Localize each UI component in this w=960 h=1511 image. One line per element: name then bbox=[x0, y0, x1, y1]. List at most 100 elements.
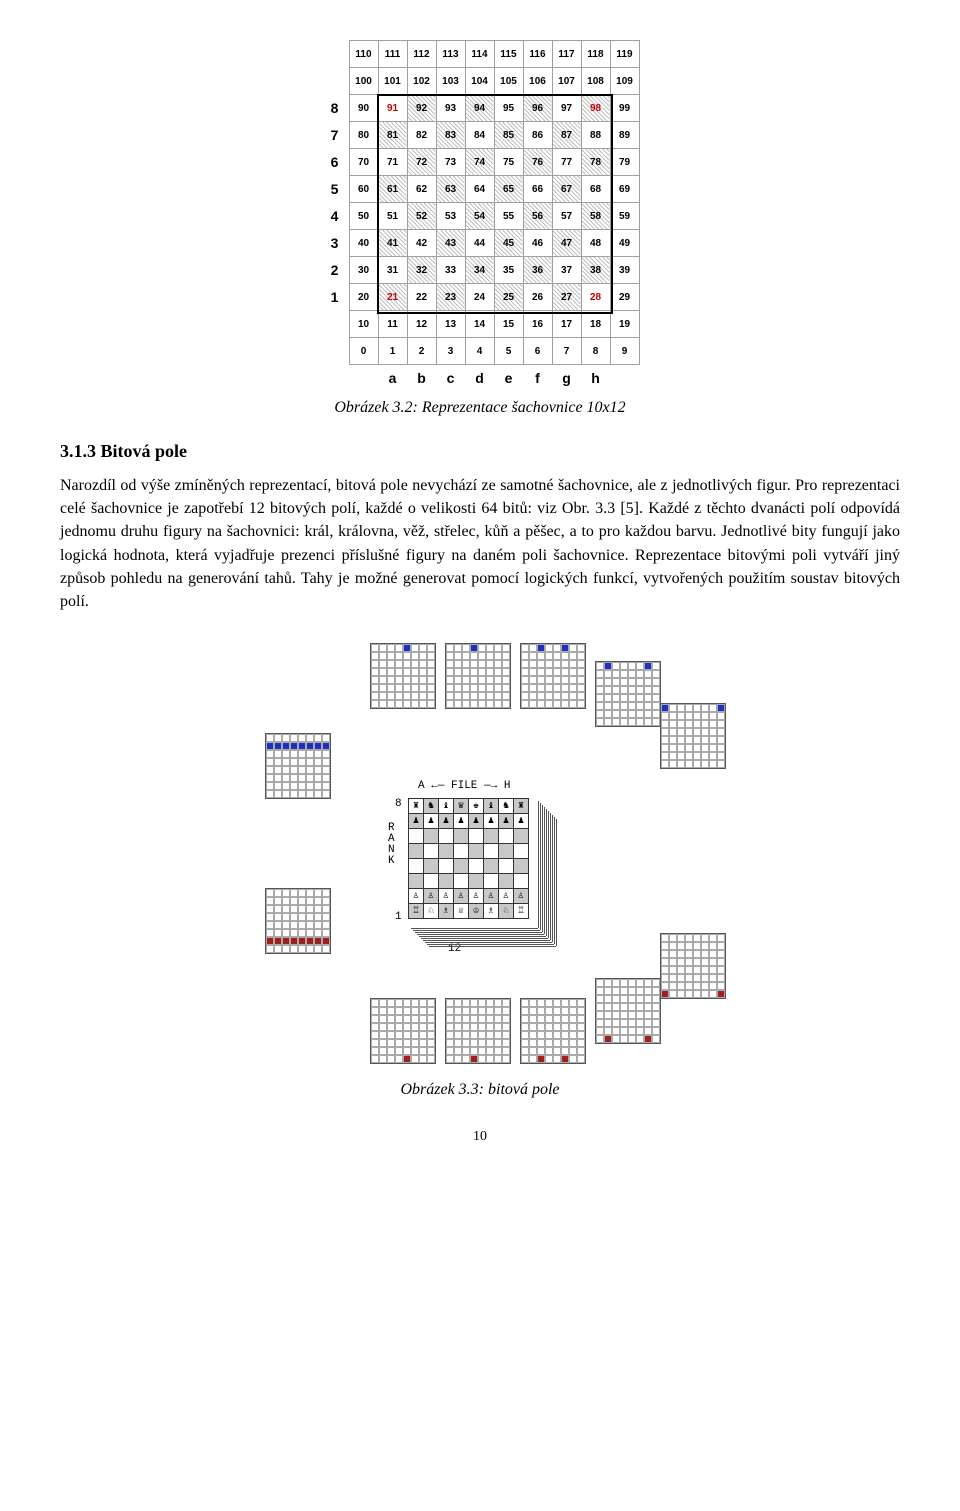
rank-label: 1 bbox=[321, 284, 350, 311]
center-board-square bbox=[424, 844, 439, 859]
rank-label: 4 bbox=[321, 203, 350, 230]
rank-8-label: 8 bbox=[395, 798, 402, 810]
board-cell: 10 bbox=[349, 311, 378, 338]
mini-bitboard bbox=[445, 643, 511, 709]
center-board-square bbox=[424, 829, 439, 844]
center-board-square bbox=[469, 874, 484, 889]
board-cell: 100 bbox=[349, 68, 378, 95]
center-board-square: ♟ bbox=[499, 814, 514, 829]
board-cell: 104 bbox=[465, 68, 494, 95]
board-cell: 114 bbox=[465, 41, 494, 68]
board-cell: 116 bbox=[523, 41, 552, 68]
board-cell: 115 bbox=[494, 41, 523, 68]
center-board-square bbox=[439, 844, 454, 859]
mini-bitboard bbox=[445, 998, 511, 1064]
board-cell: 119 bbox=[610, 41, 639, 68]
board-cell: 58 bbox=[581, 203, 610, 230]
board-cell: 27 bbox=[552, 284, 581, 311]
board-cell: 38 bbox=[581, 257, 610, 284]
board-cell: 57 bbox=[552, 203, 581, 230]
file-label: h bbox=[581, 365, 610, 392]
board-cell: 3 bbox=[436, 338, 465, 365]
board-cell: 24 bbox=[465, 284, 494, 311]
board-cell: 105 bbox=[494, 68, 523, 95]
board-cell: 70 bbox=[349, 149, 378, 176]
stack-line bbox=[548, 811, 549, 938]
figure-3-3-bitboards: A ←— FILE —→ H ♜♞♝♛♚♝♞♜♟♟♟♟♟♟♟♟♙♙♙♙♙♙♙♙♖… bbox=[60, 643, 900, 1073]
board-cell: 89 bbox=[610, 122, 639, 149]
rank-label: 2 bbox=[321, 257, 350, 284]
board-cell: 117 bbox=[552, 41, 581, 68]
figure-3-3-caption: Obrázek 3.3: bitová pole bbox=[60, 1081, 900, 1099]
board-cell: 54 bbox=[465, 203, 494, 230]
board-cell: 35 bbox=[494, 257, 523, 284]
board-cell: 107 bbox=[552, 68, 581, 95]
board-cell: 28 bbox=[581, 284, 610, 311]
center-board-square: ♟ bbox=[454, 814, 469, 829]
board-cell: 79 bbox=[610, 149, 639, 176]
center-board-square bbox=[439, 874, 454, 889]
board-cell: 88 bbox=[581, 122, 610, 149]
board-cell: 56 bbox=[523, 203, 552, 230]
center-board-square: ♝ bbox=[484, 799, 499, 814]
board-cell: 101 bbox=[378, 68, 407, 95]
center-board-square bbox=[484, 844, 499, 859]
center-board-square: ♙ bbox=[514, 889, 529, 904]
center-board-square bbox=[439, 829, 454, 844]
board-cell: 97 bbox=[552, 95, 581, 122]
center-board-square bbox=[514, 829, 529, 844]
board-cell: 84 bbox=[465, 122, 494, 149]
center-board-square: ♚ bbox=[469, 799, 484, 814]
board-cell: 6 bbox=[523, 338, 552, 365]
board-cell: 98 bbox=[581, 95, 610, 122]
board-cell: 60 bbox=[349, 176, 378, 203]
center-board-square: ♙ bbox=[439, 889, 454, 904]
board-cell: 103 bbox=[436, 68, 465, 95]
center-chessboard: ♜♞♝♛♚♝♞♜♟♟♟♟♟♟♟♟♙♙♙♙♙♙♙♙♖♘♗♕♔♗♘♖ bbox=[408, 798, 529, 919]
file-label: a bbox=[378, 365, 407, 392]
board-cell: 45 bbox=[494, 230, 523, 257]
stack-line bbox=[554, 817, 555, 944]
board-cell: 37 bbox=[552, 257, 581, 284]
board-cell: 18 bbox=[581, 311, 610, 338]
rank-label: 5 bbox=[321, 176, 350, 203]
board-cell: 7 bbox=[552, 338, 581, 365]
center-board-square bbox=[454, 829, 469, 844]
center-board-square: ♟ bbox=[514, 814, 529, 829]
board-cell: 19 bbox=[610, 311, 639, 338]
stack-line bbox=[423, 940, 550, 941]
center-board-square bbox=[499, 844, 514, 859]
center-board-square: ♛ bbox=[454, 799, 469, 814]
board-cell: 2 bbox=[407, 338, 436, 365]
stack-line bbox=[429, 946, 556, 947]
board-cell: 118 bbox=[581, 41, 610, 68]
mini-bitboard bbox=[520, 643, 586, 709]
rank-label: 8 bbox=[321, 95, 350, 122]
board-cell: 113 bbox=[436, 41, 465, 68]
center-board-square: ♜ bbox=[514, 799, 529, 814]
board-cell: 78 bbox=[581, 149, 610, 176]
center-board-square bbox=[409, 829, 424, 844]
stack-line bbox=[550, 813, 551, 940]
center-board-square: ♗ bbox=[484, 904, 499, 919]
center-board-square bbox=[454, 859, 469, 874]
board-cell: 99 bbox=[610, 95, 639, 122]
board-cell: 22 bbox=[407, 284, 436, 311]
rank-label bbox=[321, 41, 350, 68]
stack-line bbox=[417, 934, 544, 935]
center-board-square bbox=[424, 874, 439, 889]
file-label: b bbox=[407, 365, 436, 392]
center-board-square bbox=[499, 874, 514, 889]
board-cell: 11 bbox=[378, 311, 407, 338]
file-label: g bbox=[552, 365, 581, 392]
board-cell: 15 bbox=[494, 311, 523, 338]
center-board-square bbox=[469, 829, 484, 844]
board-cell: 75 bbox=[494, 149, 523, 176]
mini-bitboard bbox=[370, 998, 436, 1064]
board-cell: 46 bbox=[523, 230, 552, 257]
center-board-square: ♗ bbox=[439, 904, 454, 919]
stack-line bbox=[425, 942, 552, 943]
stack-line bbox=[544, 807, 545, 934]
stack-line bbox=[552, 815, 553, 942]
board-cell: 110 bbox=[349, 41, 378, 68]
